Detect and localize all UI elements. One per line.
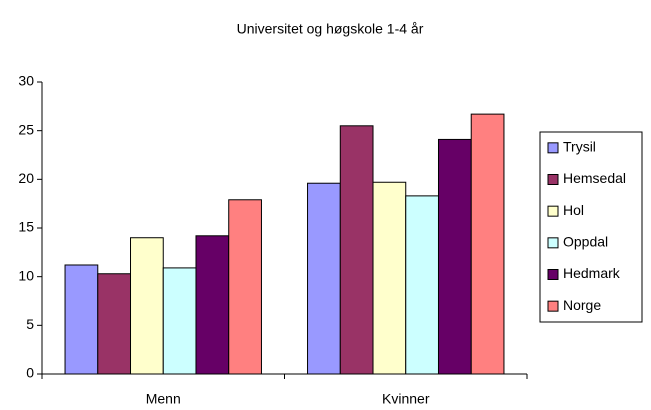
legend-label: Hedmark <box>563 265 621 281</box>
bar <box>339 125 374 375</box>
x-tick-label: Kvinner <box>382 391 430 407</box>
bar <box>372 181 407 375</box>
legend-label: Hol <box>563 202 584 218</box>
x-tick-label: Menn <box>146 391 181 407</box>
bar <box>437 138 472 375</box>
y-tick-label: 20 <box>18 170 34 186</box>
y-tick-label: 5 <box>26 316 34 332</box>
legend-swatch <box>547 205 559 217</box>
legend-label: Hemsedal <box>563 170 626 186</box>
y-tick-label: 25 <box>18 121 34 137</box>
bar <box>470 113 505 375</box>
legend-swatch <box>547 142 559 154</box>
chart-title: Universitet og høgskole 1-4 år <box>237 21 424 37</box>
legend-label: Oppdal <box>563 234 608 250</box>
y-tick-label: 10 <box>18 267 34 283</box>
y-tick-label: 15 <box>18 219 34 235</box>
bar <box>405 195 439 375</box>
legend-label: Trysil <box>563 139 596 155</box>
legend-swatch <box>547 174 559 185</box>
legend-swatch <box>547 300 559 312</box>
y-tick-label: 0 <box>26 365 34 381</box>
bar <box>130 237 164 375</box>
bar <box>228 199 262 375</box>
bar <box>195 235 230 375</box>
legend-swatch <box>547 237 559 249</box>
bar <box>64 264 99 375</box>
legend-label: Norge <box>563 297 601 313</box>
legend <box>539 131 643 323</box>
bar <box>97 273 132 375</box>
legend-swatch <box>547 269 559 280</box>
bar <box>307 182 341 375</box>
y-tick-label: 30 <box>18 73 34 89</box>
bar <box>162 267 197 375</box>
